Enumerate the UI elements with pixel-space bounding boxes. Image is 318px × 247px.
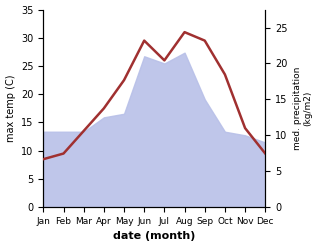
Y-axis label: med. precipitation
(kg/m2): med. precipitation (kg/m2): [293, 67, 313, 150]
X-axis label: date (month): date (month): [113, 231, 196, 242]
Y-axis label: max temp (C): max temp (C): [5, 75, 16, 142]
